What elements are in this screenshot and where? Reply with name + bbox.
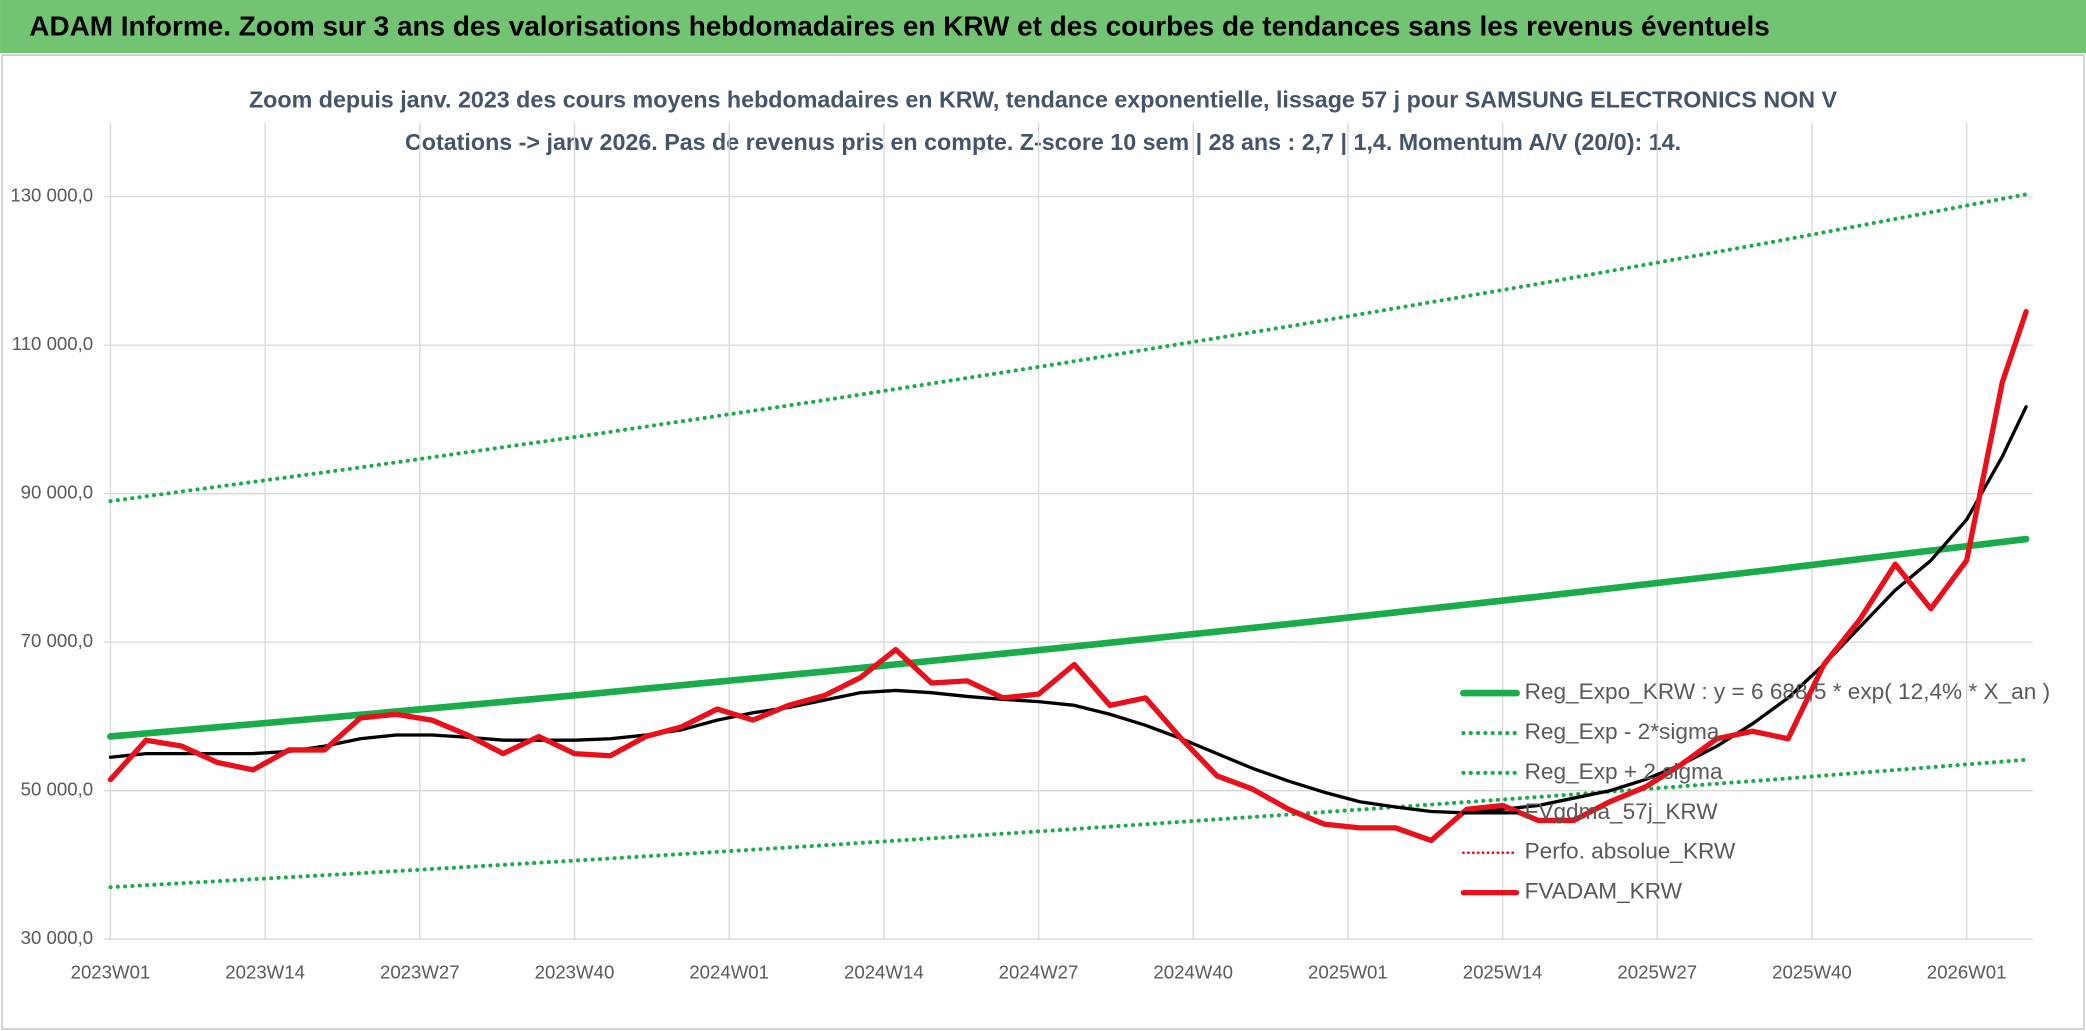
series-line [107,309,2029,844]
legend-label: Reg_Expo_KRW : y = 6 688,5 * exp( 12,4% … [1525,679,2051,704]
header-band [0,0,2086,54]
legend-label: Reg_Exp + 2 sigma [1525,759,1723,784]
chart-frame [1,54,2085,1030]
y-tick-label: 70 000,0 [21,630,93,651]
series-line [107,535,2030,740]
y-tick-label: 30 000,0 [21,927,93,948]
x-tick-label: 2024W14 [844,962,924,983]
series-line [108,757,2029,890]
x-tick-label: 2026W01 [1927,962,2007,983]
x-tick-label: 2025W14 [1463,962,1543,983]
x-tick-label: 2024W01 [689,962,769,983]
x-tick-label: 2023W01 [71,962,151,983]
header-title: ADAM Informe. Zoom sur 3 ans des valoris… [29,10,1769,41]
x-tick-label: 2025W40 [1772,962,1852,983]
x-tick-label: 2023W40 [535,962,615,983]
legend-label: Reg_Exp - 2*sigma [1525,719,1720,744]
y-tick-label: 130 000,0 [10,185,93,206]
y-tick-label: 110 000,0 [12,333,93,354]
x-tick-label: 2024W40 [1153,962,1233,983]
chart-subtitle: Cotations -> janv 2026. Pas de revenus p… [405,129,1681,155]
x-tick-label: 2024W27 [999,962,1079,983]
chart-title: Zoom depuis janv. 2023 des cours moyens … [249,86,1838,112]
series-line [108,192,2029,504]
legend-label: FVgdma_57j_KRW [1525,799,1719,824]
series-line [108,405,2028,815]
y-tick-label: 90 000,0 [21,482,93,503]
x-tick-label: 2025W01 [1308,962,1388,983]
legend-label: FVADAM_KRW [1525,879,1683,904]
x-tick-label: 2025W27 [1617,962,1697,983]
y-tick-label: 50 000,0 [21,779,93,800]
x-tick-label: 2023W14 [225,962,305,983]
x-tick-label: 2023W27 [380,962,460,983]
legend-label: Perfo. absolue_KRW [1525,839,1736,864]
